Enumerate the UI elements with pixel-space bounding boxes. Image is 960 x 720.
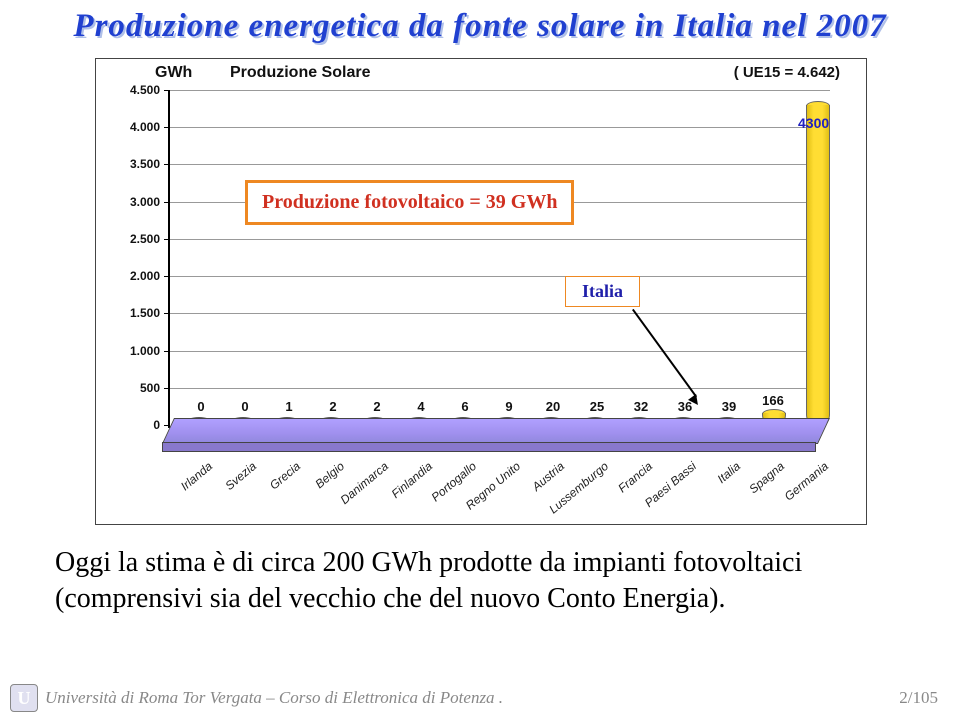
y-axis-label: GWh	[155, 64, 192, 82]
y-tick-label: 1.500	[120, 306, 160, 320]
page-title: Produzione energetica da fonte solare in…	[0, 8, 960, 45]
y-tick-label: 0	[120, 418, 160, 432]
chart-title: Produzione Solare	[230, 64, 370, 82]
plot-area	[170, 90, 830, 425]
bar-value: 39	[714, 399, 744, 414]
bar-value: 25	[582, 399, 612, 414]
bar-value: 20	[538, 399, 568, 414]
footer: U Università di Roma Tor Vergata – Corso…	[0, 684, 960, 714]
grid-line	[170, 127, 830, 128]
grid-line	[170, 388, 830, 389]
y-tick-label: 2.000	[120, 269, 160, 283]
bar-value: 9	[494, 399, 524, 414]
y-tick-label: 500	[120, 381, 160, 395]
footer-text: Università di Roma Tor Vergata – Corso d…	[45, 688, 503, 708]
bar	[804, 101, 830, 425]
grid-line	[170, 164, 830, 165]
y-tick-label: 4.000	[120, 120, 160, 134]
callout-italia: Italia	[565, 276, 640, 307]
bar-value: 32	[626, 399, 656, 414]
grid-line	[170, 90, 830, 91]
grid-line	[170, 313, 830, 314]
bar-value: 1	[274, 399, 304, 414]
bar-value: 166	[758, 393, 788, 408]
y-axis	[168, 90, 170, 428]
chart-base-front	[162, 442, 816, 452]
chart-base-top	[162, 418, 830, 444]
ue-note: ( UE15 = 4.642)	[734, 64, 840, 81]
bar-value: 0	[186, 399, 216, 414]
y-tick-label: 3.500	[120, 157, 160, 171]
bar-value: 2	[362, 399, 392, 414]
grid-line	[170, 351, 830, 352]
bar-value: 4300	[798, 115, 829, 131]
bar-value: 2	[318, 399, 348, 414]
body-paragraph: Oggi la stima è di circa 200 GWh prodott…	[55, 545, 905, 618]
y-tick-label: 4.500	[120, 83, 160, 97]
page-number: 2/105	[899, 688, 938, 708]
bar-value: 6	[450, 399, 480, 414]
callout-production: Produzione fotovoltaico = 39 GWh	[245, 180, 574, 225]
bar-value: 0	[230, 399, 260, 414]
grid-line	[170, 276, 830, 277]
bar-value: 4	[406, 399, 436, 414]
y-tick-label: 2.500	[120, 232, 160, 246]
bar-value: 36	[670, 399, 700, 414]
grid-line	[170, 239, 830, 240]
y-tick-label: 1.000	[120, 344, 160, 358]
y-tick-label: 3.000	[120, 195, 160, 209]
university-logo-icon: U	[10, 684, 38, 712]
